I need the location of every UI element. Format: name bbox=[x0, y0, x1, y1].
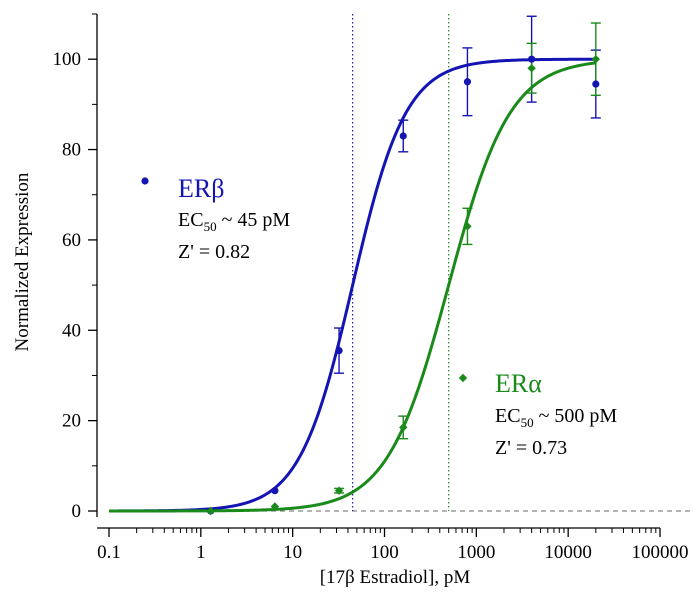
x-tick-label: 0.1 bbox=[97, 542, 121, 563]
erb-z-factor: Z' = 0.82 bbox=[178, 241, 250, 263]
point-era-5 bbox=[527, 64, 535, 72]
x-tick-label: 10000 bbox=[544, 542, 592, 563]
y-tick-label: 100 bbox=[53, 49, 82, 70]
era-ec50-suffix: ~ 500 pM bbox=[534, 405, 618, 427]
x-axis-title: [17β Estradiol], pM bbox=[320, 567, 471, 588]
point-erb-6 bbox=[592, 80, 599, 87]
y-tick-label: 40 bbox=[62, 320, 81, 341]
y-tick-label: 60 bbox=[62, 230, 81, 251]
y-tick-label: 0 bbox=[72, 501, 82, 522]
x-tick-label: 100 bbox=[370, 542, 399, 563]
legend-erb: ERβ EC50 ~ 45 pM Z' = 0.82 bbox=[178, 174, 290, 263]
legend-erb-marker bbox=[141, 177, 148, 184]
point-erb-5 bbox=[528, 56, 535, 63]
point-erb-1 bbox=[271, 487, 278, 494]
erb-ec50-prefix: EC bbox=[178, 209, 204, 231]
x-tick-label: 1000 bbox=[457, 542, 495, 563]
erb-ec50-text: EC50 ~ 45 pM bbox=[178, 209, 290, 234]
y-tick-label: 20 bbox=[62, 411, 81, 432]
y-axis-title: Normalized Expression bbox=[12, 172, 33, 351]
x-tick-label: 10 bbox=[283, 542, 302, 563]
x-tick-label: 100000 bbox=[632, 542, 689, 563]
era-ec50-sub: 50 bbox=[521, 415, 534, 430]
era-z-factor: Z' = 0.73 bbox=[495, 437, 567, 459]
point-erb-3 bbox=[400, 132, 407, 139]
point-erb-4 bbox=[464, 78, 471, 85]
era-ec50-text: EC50 ~ 500 pM bbox=[495, 405, 617, 430]
point-erb-2 bbox=[335, 347, 342, 354]
axes: 0.1 1 10 100 1000 10000 100000 0 20 40 60 80 100 bbox=[53, 14, 689, 563]
y-tick-label: 80 bbox=[62, 140, 81, 161]
x-tick-label: 1 bbox=[196, 542, 206, 563]
erb-ec50-sub: 50 bbox=[204, 219, 217, 234]
erb-ec50-suffix: ~ 45 pM bbox=[217, 209, 291, 231]
legend-era: ERα EC50 ~ 500 pM Z' = 0.73 bbox=[495, 369, 617, 459]
legend-era-label: ERα bbox=[495, 369, 542, 398]
legend-era-marker bbox=[459, 374, 467, 382]
era-ec50-prefix: EC bbox=[495, 405, 521, 427]
legend-erb-label: ERβ bbox=[178, 174, 224, 203]
